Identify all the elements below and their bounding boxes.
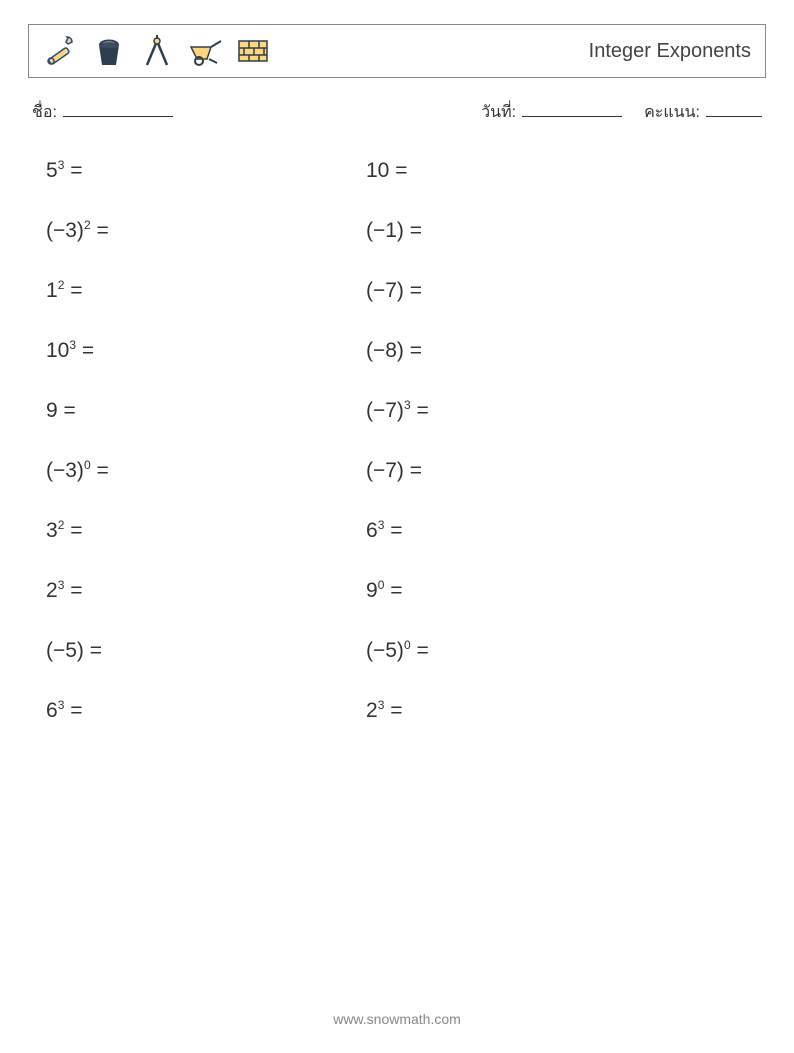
meta-row: ชื่อ: วันที่: คะแนน: <box>32 100 762 125</box>
problem: 103 = <box>46 339 366 363</box>
problem: (−5)0 = <box>366 639 686 663</box>
problem: (−3)2 = <box>46 219 366 243</box>
problem: 32 = <box>46 519 366 543</box>
problem: 63 = <box>366 519 686 543</box>
compass-icon <box>139 33 175 69</box>
problem: 23 = <box>46 579 366 603</box>
score-label: คะแนน: <box>644 100 700 125</box>
bucket-icon <box>91 33 127 69</box>
problem: (−1) = <box>366 219 686 243</box>
date-label: วันที่: <box>481 100 516 125</box>
problem: 90 = <box>366 579 686 603</box>
problem: (−7)3 = <box>366 399 686 423</box>
bricks-icon <box>235 33 271 69</box>
problems-grid: 53 =10 =(−3)2 =(−1) =12 =(−7) =103 =(−8)… <box>28 159 766 723</box>
wrench-icon <box>43 33 79 69</box>
footer-link: www.snowmath.com <box>0 1011 794 1027</box>
problem: 10 = <box>366 159 686 183</box>
wheelbarrow-icon <box>187 33 223 69</box>
worksheet-title: Integer Exponents <box>589 40 751 63</box>
problem: 63 = <box>46 699 366 723</box>
problem: 53 = <box>46 159 366 183</box>
problem: (−8) = <box>366 339 686 363</box>
problem: (−7) = <box>366 279 686 303</box>
header-icons <box>43 33 271 69</box>
problem: 23 = <box>366 699 686 723</box>
worksheet-header: Integer Exponents <box>28 24 766 78</box>
problem: 12 = <box>46 279 366 303</box>
name-label: ชื่อ: <box>32 100 57 125</box>
score-blank[interactable] <box>706 100 762 117</box>
problem: (−5) = <box>46 639 366 663</box>
date-blank[interactable] <box>522 100 622 117</box>
problem: 9 = <box>46 399 366 423</box>
problem: (−7) = <box>366 459 686 483</box>
problem: (−3)0 = <box>46 459 366 483</box>
name-blank[interactable] <box>63 100 173 117</box>
